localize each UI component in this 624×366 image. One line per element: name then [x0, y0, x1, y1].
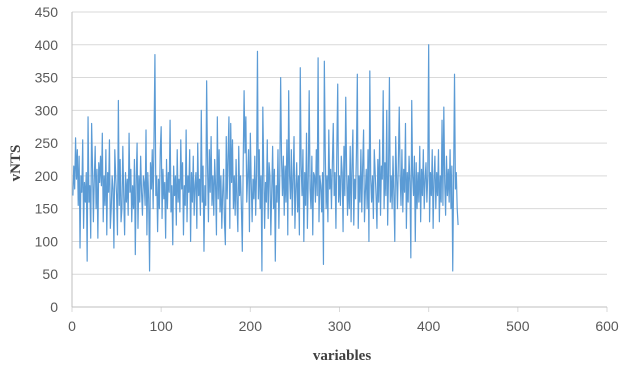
y-tick-label: 450: [35, 4, 59, 20]
x-axis-ticks: 0 100 200 300 400 500 600: [68, 307, 619, 334]
x-tick-label: 400: [417, 318, 441, 334]
x-tick-label: 100: [149, 318, 173, 334]
y-axis-title: vNTS: [8, 145, 24, 182]
y-axis-ticks: 0 50 100 150 200 250 300 350 400 450: [35, 4, 59, 315]
series-line: [72, 44, 459, 272]
x-tick-label: 0: [68, 318, 76, 334]
y-tick-label: 0: [50, 299, 58, 315]
y-tick-label: 400: [35, 37, 59, 53]
y-tick-label: 150: [35, 201, 59, 217]
gridlines: [72, 11, 607, 275]
y-tick-label: 50: [42, 266, 58, 282]
x-axis-title: variables: [313, 348, 371, 364]
y-tick-label: 100: [35, 233, 59, 249]
y-tick-label: 250: [35, 135, 59, 151]
x-tick-label: 500: [506, 318, 530, 334]
x-tick-label: 200: [239, 318, 263, 334]
x-tick-label: 600: [595, 318, 619, 334]
x-tick-label: 300: [328, 318, 352, 334]
y-tick-label: 350: [35, 70, 59, 86]
y-tick-label: 300: [35, 102, 59, 118]
y-tick-label: 200: [35, 168, 59, 184]
